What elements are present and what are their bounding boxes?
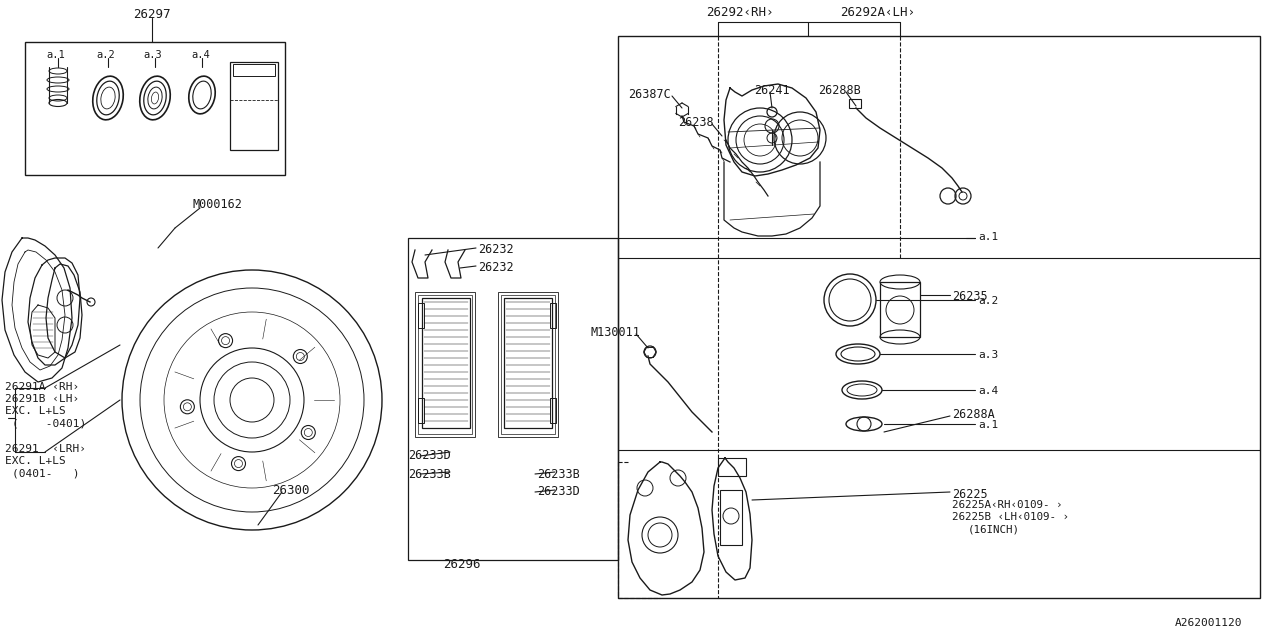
Text: 26235: 26235 bbox=[952, 290, 988, 303]
Text: 26225: 26225 bbox=[952, 488, 988, 501]
Text: M130011: M130011 bbox=[590, 326, 640, 339]
Bar bbox=[504, 298, 552, 428]
Text: (0401-   ): (0401- ) bbox=[12, 468, 79, 478]
Text: 26233D: 26233D bbox=[408, 449, 451, 462]
Text: 26225A‹RH‹0109- ›: 26225A‹RH‹0109- › bbox=[952, 500, 1062, 510]
Bar bbox=[498, 292, 558, 437]
Text: 26387C: 26387C bbox=[628, 88, 671, 101]
Bar bbox=[419, 303, 424, 328]
Text: (    -0401): ( -0401) bbox=[12, 418, 86, 428]
Text: 26296: 26296 bbox=[443, 558, 481, 571]
Bar bbox=[415, 292, 475, 437]
Bar bbox=[408, 238, 618, 560]
Text: A262001120: A262001120 bbox=[1175, 618, 1243, 628]
Bar bbox=[26, 42, 285, 175]
Text: a.4: a.4 bbox=[191, 50, 210, 60]
Text: a.3: a.3 bbox=[143, 50, 161, 60]
Text: 26232: 26232 bbox=[477, 261, 513, 274]
Bar bbox=[550, 303, 556, 328]
Text: 26291  ‹LRH›: 26291 ‹LRH› bbox=[5, 444, 86, 454]
Bar bbox=[718, 458, 746, 476]
Bar bbox=[230, 62, 278, 150]
Text: EXC. L+LS: EXC. L+LS bbox=[5, 406, 65, 416]
Text: 26288A: 26288A bbox=[952, 408, 995, 421]
Text: EXC. L+LS: EXC. L+LS bbox=[5, 456, 65, 466]
Text: a.4: a.4 bbox=[978, 386, 998, 396]
Text: 26288B: 26288B bbox=[818, 84, 860, 97]
Text: 26292A‹LH›: 26292A‹LH› bbox=[840, 6, 915, 19]
Bar bbox=[419, 398, 424, 423]
Text: 26291A ‹RH›: 26291A ‹RH› bbox=[5, 382, 79, 392]
Bar bbox=[849, 99, 861, 108]
Bar bbox=[550, 398, 556, 423]
Text: (16INCH): (16INCH) bbox=[968, 524, 1020, 534]
Text: a.2: a.2 bbox=[96, 50, 115, 60]
Text: a.1: a.1 bbox=[46, 50, 65, 60]
Text: 26233B: 26233B bbox=[538, 468, 580, 481]
Bar bbox=[500, 295, 556, 434]
Text: 26291B ‹LH›: 26291B ‹LH› bbox=[5, 394, 79, 404]
Text: 26300: 26300 bbox=[273, 484, 310, 497]
Text: 26297: 26297 bbox=[133, 8, 170, 21]
Bar bbox=[618, 36, 1260, 598]
Bar bbox=[233, 64, 275, 76]
Text: 26238: 26238 bbox=[678, 116, 714, 129]
Text: 26233D: 26233D bbox=[538, 485, 580, 498]
Bar bbox=[881, 282, 920, 337]
Text: 26232: 26232 bbox=[477, 243, 513, 256]
Text: M000162: M000162 bbox=[192, 198, 242, 211]
Text: 26225B ‹LH‹0109- ›: 26225B ‹LH‹0109- › bbox=[952, 512, 1069, 522]
Text: 26233B: 26233B bbox=[408, 468, 451, 481]
Text: a.1: a.1 bbox=[978, 232, 998, 242]
Text: 26292‹RH›: 26292‹RH› bbox=[707, 6, 773, 19]
Text: a.3: a.3 bbox=[978, 350, 998, 360]
Bar bbox=[422, 298, 470, 428]
Text: 26241: 26241 bbox=[754, 84, 790, 97]
Bar bbox=[419, 295, 472, 434]
Text: a.2: a.2 bbox=[978, 296, 998, 306]
Bar bbox=[721, 490, 742, 545]
Text: a.1: a.1 bbox=[978, 420, 998, 430]
